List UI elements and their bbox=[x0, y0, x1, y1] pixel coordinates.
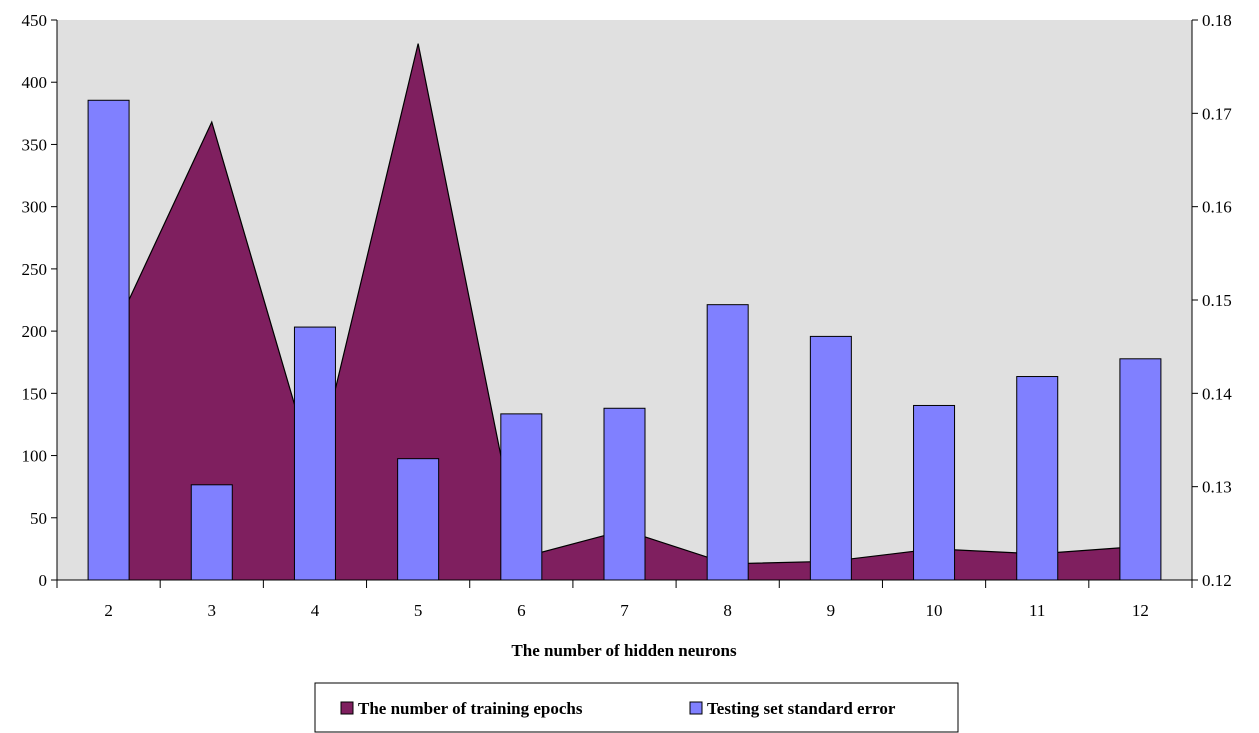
x-tick-label: 11 bbox=[1029, 601, 1045, 620]
y-left-tick-label: 300 bbox=[22, 198, 48, 217]
x-axis-title: The number of hidden neurons bbox=[511, 641, 737, 660]
y-right-tick-label: 0.14 bbox=[1202, 384, 1232, 403]
bar bbox=[706, 304, 749, 581]
x-tick-label: 6 bbox=[517, 601, 526, 620]
x-tick-label: 7 bbox=[620, 601, 629, 620]
bar bbox=[87, 99, 130, 581]
y-right-tick-label: 0.16 bbox=[1202, 198, 1232, 217]
x-tick-label: 9 bbox=[827, 601, 836, 620]
legend: The number of training epochs Testing se… bbox=[314, 682, 959, 733]
axes: 0 50 100 150 200 250 300 350 400 450 0.12 0.13 0.14 0… bbox=[22, 11, 1233, 620]
bar-series-layer bbox=[87, 99, 1162, 581]
bar bbox=[603, 407, 646, 581]
bar bbox=[1016, 376, 1059, 581]
y-left-tick-label: 100 bbox=[22, 447, 48, 466]
bar bbox=[397, 458, 440, 581]
x-tick-label: 2 bbox=[104, 601, 113, 620]
bar bbox=[500, 413, 543, 581]
y-right-tick-label: 0.13 bbox=[1202, 478, 1232, 497]
legend-box bbox=[314, 682, 959, 733]
y-right-tick-label: 0.17 bbox=[1202, 104, 1232, 123]
bar bbox=[1119, 358, 1162, 581]
area-fill bbox=[108, 43, 1141, 580]
y-left-tick-label: 0 bbox=[39, 571, 48, 590]
x-tick-label: 8 bbox=[723, 601, 732, 620]
y-right-tick-label: 0.12 bbox=[1202, 571, 1232, 590]
y-right-tick-label: 0.18 bbox=[1202, 11, 1232, 30]
legend-label-epochs: The number of training epochs bbox=[358, 699, 583, 718]
legend-label-error: Testing set standard error bbox=[707, 699, 896, 718]
y-left-tick-label: 400 bbox=[22, 73, 48, 92]
x-tick-label: 10 bbox=[926, 601, 943, 620]
x-tick-label: 3 bbox=[208, 601, 217, 620]
y-left-tick-label: 50 bbox=[30, 509, 47, 528]
bar bbox=[190, 484, 233, 581]
bar bbox=[293, 326, 336, 581]
legend-swatch-epochs bbox=[340, 701, 354, 715]
bar bbox=[913, 404, 956, 581]
y-left-tick-label: 450 bbox=[22, 11, 48, 30]
y-left-tick-label: 250 bbox=[22, 260, 48, 279]
y-left-tick-label: 200 bbox=[22, 322, 48, 341]
y-left-tick-label: 150 bbox=[22, 384, 48, 403]
bar bbox=[809, 335, 852, 581]
x-tick-label: 5 bbox=[414, 601, 423, 620]
x-tick-label: 12 bbox=[1132, 601, 1149, 620]
y-right-tick-label: 0.15 bbox=[1202, 291, 1232, 310]
x-tick-label: 4 bbox=[311, 601, 320, 620]
legend-swatch-error bbox=[689, 701, 703, 715]
y-left-tick-label: 350 bbox=[22, 135, 48, 154]
